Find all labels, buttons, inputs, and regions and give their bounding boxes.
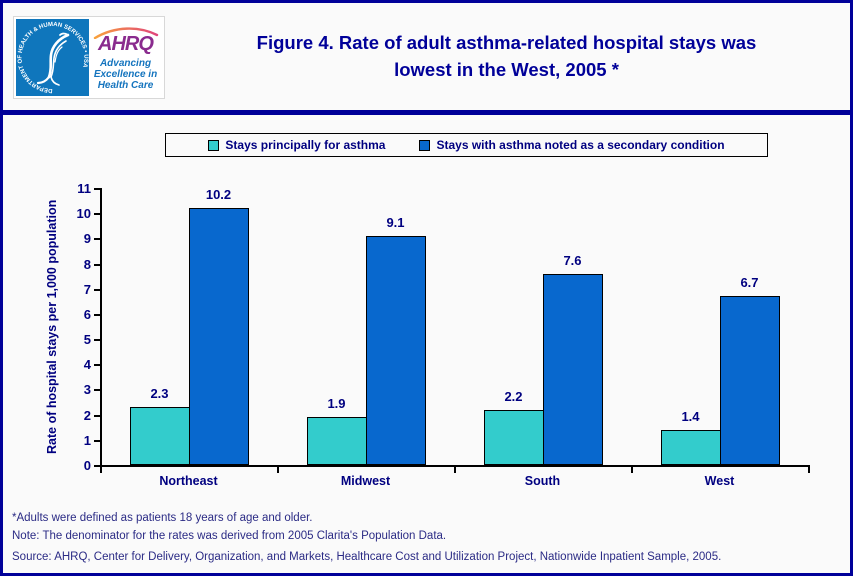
x-category-label: Midwest <box>340 474 391 488</box>
footnote-denominator: Note: The denominator for the rates was … <box>12 530 447 542</box>
bar-northeast-series1 <box>130 407 190 465</box>
x-axis-tick <box>808 467 810 473</box>
x-axis-tick <box>277 467 279 473</box>
bar-south-series1 <box>484 409 544 465</box>
x-axis-tick <box>100 467 102 473</box>
legend-label: Stays principally for asthma <box>225 138 386 152</box>
y-axis-tick-label: 9 <box>83 231 91 247</box>
bar-south-series2 <box>543 273 603 465</box>
header: DEPARTMENT OF HEALTH & HUMAN SERVICES • … <box>3 3 850 110</box>
bar-value-label: 1.9 <box>327 396 346 412</box>
x-category-label: Northeast <box>159 474 218 488</box>
bar-value-label: 9.1 <box>386 214 405 230</box>
ahrq-tagline: Advancing Excellence in Health Care <box>94 58 157 91</box>
ahrq-logo: AHRQ Advancing Excellence in Health Care <box>89 19 162 96</box>
y-axis-tick <box>94 414 100 417</box>
y-axis-tick <box>94 188 100 190</box>
bar-northeast-series2 <box>189 208 249 465</box>
figure-title-line2: lowest in the West, 2005 * <box>394 59 619 80</box>
y-axis-tick-label: 2 <box>83 407 91 423</box>
bar-midwest-series1 <box>307 417 367 465</box>
x-axis-tick <box>454 467 456 473</box>
y-axis-tick <box>94 339 100 342</box>
hhs-seal-icon: DEPARTMENT OF HEALTH & HUMAN SERVICES • … <box>16 19 89 96</box>
legend-item-series1: Stays principally for asthma <box>208 138 385 152</box>
ahrq-acronym: AHRQ <box>98 32 154 55</box>
bar-value-label: 6.7 <box>740 275 759 291</box>
footnote-source: Source: AHRQ, Center for Delivery, Organ… <box>12 551 722 563</box>
y-axis-title: Rate of hospital stays per 1,000 populat… <box>45 199 59 455</box>
chart-legend: Stays principally for asthma Stays with a… <box>165 133 768 157</box>
y-axis-tick <box>94 313 100 316</box>
bar-value-label: 10.2 <box>205 187 232 203</box>
y-axis-tick-label: 11 <box>77 181 91 196</box>
y-axis-tick-label: 5 <box>83 332 91 348</box>
header-divider <box>3 110 850 115</box>
bar-midwest-series2 <box>366 235 426 465</box>
y-axis-tick-label: 4 <box>83 357 91 373</box>
y-axis-tick-label: 7 <box>83 281 91 297</box>
ahrq-tagline-line2: Excellence in <box>93 68 158 80</box>
ahrq-swoosh-icon <box>93 26 158 39</box>
y-axis-tick <box>94 465 100 467</box>
y-axis-tick-label: 6 <box>83 306 91 322</box>
y-axis-tick-label: 0 <box>83 458 91 473</box>
y-axis-tick-label: 8 <box>83 256 91 272</box>
legend-item-series2: Stays with asthma noted as a secondary c… <box>419 138 725 152</box>
x-category-label: West <box>704 474 735 488</box>
x-axis-line <box>100 465 810 467</box>
y-axis-tick <box>94 288 100 291</box>
figure-title: Figure 4. Rate of adult asthma-related h… <box>171 29 842 83</box>
legend-label: Stays with asthma noted as a secondary c… <box>436 138 725 152</box>
y-axis-tick <box>94 389 100 392</box>
x-axis-tick <box>631 467 633 473</box>
footer-notes: *Adults were defined as patients 18 year… <box>12 507 844 573</box>
y-axis-tick <box>94 439 100 442</box>
y-axis-tick-label: 3 <box>83 382 91 398</box>
figure-title-line1: Figure 4. Rate of adult asthma-related h… <box>256 32 757 53</box>
y-axis-tick-label: 1 <box>83 432 91 448</box>
ahrq-hhs-logo: DEPARTMENT OF HEALTH & HUMAN SERVICES • … <box>14 17 164 98</box>
bar-west-series1 <box>661 429 721 465</box>
bar-west-series2 <box>720 296 780 465</box>
y-axis-tick <box>94 263 100 266</box>
y-axis-tick <box>94 213 100 216</box>
y-axis-line <box>100 188 102 467</box>
y-axis-tick-label: 10 <box>76 206 91 222</box>
y-axis-tick <box>94 238 100 241</box>
legend-swatch-icon <box>208 139 220 151</box>
bar-value-label: 2.2 <box>504 388 523 404</box>
footnote-adults: *Adults were defined as patients 18 year… <box>12 512 313 524</box>
bar-value-label: 7.6 <box>563 252 582 268</box>
x-category-label: South <box>524 474 561 488</box>
hhs-eagle-icon <box>36 32 70 86</box>
ahrq-tagline-line1: Advancing <box>99 57 152 69</box>
legend-swatch-icon <box>419 139 431 151</box>
y-axis-tick <box>94 364 100 367</box>
bar-value-label: 1.4 <box>681 408 700 424</box>
ahrq-tagline-line3: Health Care <box>97 79 154 91</box>
bar-value-label: 2.3 <box>150 386 169 402</box>
